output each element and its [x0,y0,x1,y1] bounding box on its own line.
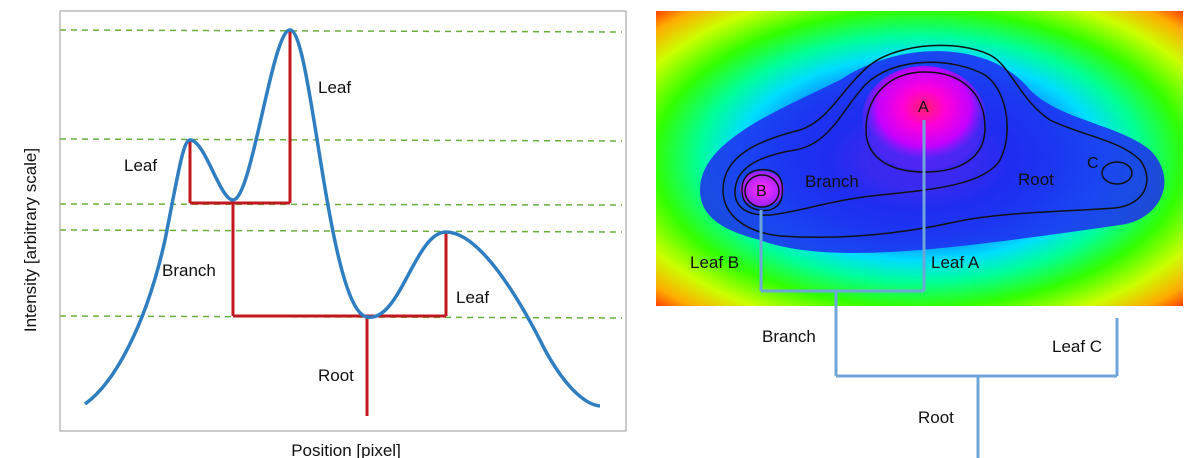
contour-peak-a [865,71,986,173]
y-axis-label: Intensity [arbitrary scale] [21,148,40,332]
leaf-b-label: Leaf B [690,253,739,272]
contour-middle [734,61,1008,216]
region-root-label: Root [1018,170,1054,189]
leaf-label-top: Leaf [318,78,351,97]
branch-label: Branch [162,261,216,280]
contour-outer [722,44,1148,238]
leaf-label-right: Leaf [456,288,489,307]
right-panel: A B C Branch Root Leaf B Leaf A Branch L… [656,11,1183,458]
contour-peak-c [1101,161,1133,185]
merge-tree-blue [759,120,1119,458]
peak-b-label: B [756,183,767,200]
peak-a-glow [862,66,986,170]
region-branch-label: Branch [805,172,859,191]
heatmap [656,11,1183,306]
peak-c-label: C [1087,155,1099,172]
peak-a-label: A [918,99,929,116]
threshold-line [59,315,623,319]
root-label: Root [318,366,354,385]
left-panel: Leaf Leaf Branch Leaf Root Intensity [ar… [21,10,627,458]
leaf-c-label: Leaf C [1052,337,1102,356]
threshold-line [59,203,623,206]
threshold-lines [59,29,623,319]
merge-tree-red [188,30,448,416]
leaf-a-label: Leaf A [931,253,980,272]
x-axis-label: Position [pixel] [291,441,401,458]
tree-branch-label: Branch [762,327,816,346]
peak-b-glow [740,171,784,207]
threshold-line [59,229,623,233]
contour-branch [741,168,784,212]
contour-lines [722,44,1148,238]
threshold-line [59,138,623,142]
intensity-curve [83,28,601,408]
contour-peak-b [744,174,780,208]
tree-root-label: Root [918,408,954,427]
leaf-label-left: Leaf [124,156,157,175]
plot-frame [59,10,627,432]
threshold-line [59,29,623,33]
